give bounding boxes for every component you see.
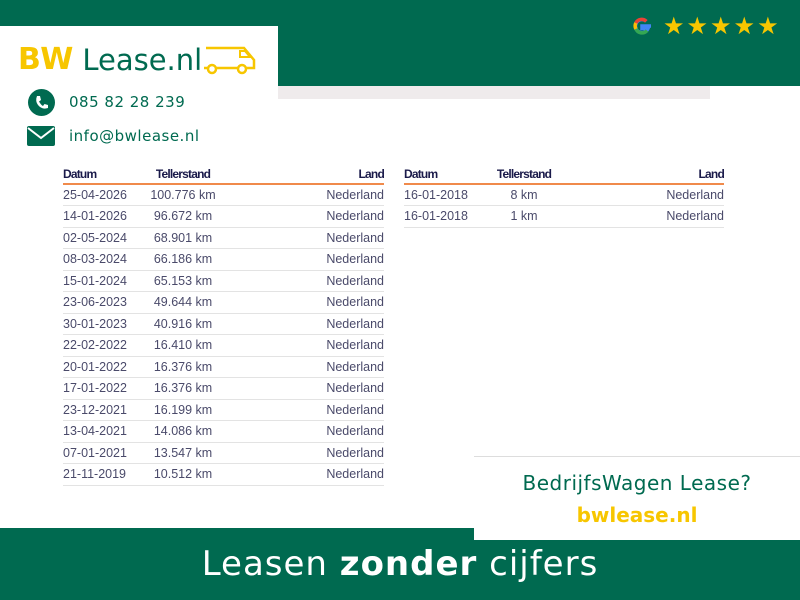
table-cell: 40.916 km (143, 313, 223, 335)
table-cell: 13-04-2021 (63, 420, 143, 443)
table-row: 14-01-2026 96.672 km Nederland (63, 205, 384, 228)
table-cell: Nederland (223, 313, 384, 335)
table-row: 16-01-2018 1 km Nederland (404, 205, 724, 228)
phone-number[interactable]: 085 82 28 239 (69, 93, 186, 111)
table-cell: 13.547 km (143, 442, 223, 464)
divider-bar (278, 86, 710, 99)
column-header: Datum (63, 165, 143, 185)
table-cell: 14-01-2026 (63, 205, 143, 228)
table-cell: 65.153 km (143, 270, 223, 292)
column-header: Land (223, 165, 385, 185)
table-cell: 100.776 km (143, 184, 223, 206)
table-cell: Nederland (564, 184, 724, 206)
table-cell: Nederland (223, 205, 384, 228)
cta-url[interactable]: bwlease.nl (576, 503, 698, 527)
brand-card: BW Lease.nl 085 82 28 239 info@bwlease.n… (0, 26, 278, 164)
table-cell: 08-03-2024 (63, 248, 143, 271)
table-cell: 16-01-2018 (404, 184, 484, 206)
table-row: 02-05-2024 68.901 km Nederland (63, 227, 384, 249)
star-icon: ★ (710, 12, 732, 40)
table-cell: 16.376 km (143, 377, 223, 400)
van-icon (204, 46, 256, 74)
table-row: 23-12-2021 16.199 km Nederland (63, 399, 384, 421)
table-cell: 30-01-2023 (63, 313, 143, 335)
phone-icon (27, 88, 55, 116)
star-icon: ★ (686, 12, 709, 40)
footer-slogan: Leasen zonder cijfers (0, 528, 800, 600)
table-cell: Nederland (223, 184, 384, 206)
column-header: Tellerstand (484, 165, 564, 185)
stars: ★ ★ ★ ★ ★ (663, 14, 779, 38)
star-icon: ★ (663, 12, 685, 40)
table-row: 20-01-2022 16.376 km Nederland (63, 356, 384, 378)
cta-box[interactable]: BedrijfsWagen Lease? bwlease.nl (474, 456, 800, 540)
table-cell: Nederland (223, 377, 384, 400)
phone-contact[interactable]: 085 82 28 239 (27, 88, 185, 116)
star-icon: ★ (757, 12, 779, 40)
column-header: Land (564, 165, 725, 185)
table-cell: Nederland (223, 420, 384, 443)
table-row: 16-01-2018 8 km Nederland (404, 184, 724, 206)
table-cell: 14.086 km (143, 420, 223, 443)
mail-icon (27, 122, 55, 150)
table-cell: 20-01-2022 (63, 356, 143, 378)
table-row: 30-01-2023 40.916 km Nederland (63, 313, 384, 335)
table-cell: 66.186 km (143, 248, 223, 271)
table-row: 22-02-2022 16.410 km Nederland (63, 334, 384, 357)
table-cell: 68.901 km (143, 227, 223, 249)
table-cell: 22-02-2022 (63, 334, 143, 357)
table-row: 23-06-2023 49.644 km Nederland (63, 291, 384, 314)
google-rating: ★ ★ ★ ★ ★ (630, 14, 779, 38)
odometer-table-right: Datum Tellerstand Land 16-01-2018 8 km Nederl… (404, 165, 725, 228)
table-cell: Nederland (223, 291, 384, 314)
star-icon: ★ (733, 12, 756, 40)
table-row: 15-01-2024 65.153 km Nederland (63, 270, 384, 292)
table-row: 21-11-2019 10.512 km Nederland (63, 463, 384, 486)
table-cell: Nederland (223, 442, 384, 464)
table-cell: Nederland (223, 248, 384, 271)
table-cell: 16-01-2018 (404, 205, 484, 228)
table-cell: 17-01-2022 (63, 377, 143, 400)
odometer-table-left: Datum Tellerstand Land 25-04-2026 100.776 km… (63, 165, 385, 486)
table-row: 17-01-2022 16.376 km Nederland (63, 377, 384, 400)
cta-question: BedrijfsWagen Lease? (522, 471, 752, 495)
table-cell: 49.644 km (143, 291, 223, 314)
email-address[interactable]: info@bwlease.nl (69, 127, 200, 145)
logo: BW Lease.nl (18, 42, 258, 77)
google-icon (633, 17, 651, 35)
table-cell: 25-04-2026 (63, 184, 143, 206)
table-cell: Nederland (223, 227, 384, 249)
table-cell: 15-01-2024 (63, 270, 143, 292)
table-row: 07-01-2021 13.547 km Nederland (63, 442, 384, 464)
table-cell: 1 km (484, 205, 564, 228)
table-cell: 16.410 km (143, 334, 223, 357)
table-cell: 16.376 km (143, 356, 223, 378)
table-row: 25-04-2026 100.776 km Nederland (63, 184, 384, 206)
table-header: Datum Tellerstand Land (404, 165, 725, 185)
table-cell: 16.199 km (143, 399, 223, 421)
table-cell: Nederland (564, 205, 724, 228)
table-cell: 02-05-2024 (63, 227, 143, 249)
table-cell: 23-12-2021 (63, 399, 143, 421)
column-header: Datum (404, 165, 484, 185)
table-cell: 96.672 km (143, 205, 223, 228)
table-header: Datum Tellerstand Land (63, 165, 385, 185)
table-cell: 07-01-2021 (63, 442, 143, 464)
table-cell: 23-06-2023 (63, 291, 143, 314)
table-cell: 21-11-2019 (63, 463, 143, 486)
table-cell: Nederland (223, 463, 384, 486)
table-cell: Nederland (223, 356, 384, 378)
column-header: Tellerstand (143, 165, 223, 185)
email-contact[interactable]: info@bwlease.nl (27, 122, 200, 150)
table-cell: Nederland (223, 270, 384, 292)
table-cell: Nederland (223, 399, 384, 421)
table-cell: Nederland (223, 334, 384, 357)
table-cell: 8 km (484, 184, 564, 206)
table-row: 08-03-2024 66.186 km Nederland (63, 248, 384, 271)
table-cell: 10.512 km (143, 463, 223, 486)
table-row: 13-04-2021 14.086 km Nederland (63, 420, 384, 443)
